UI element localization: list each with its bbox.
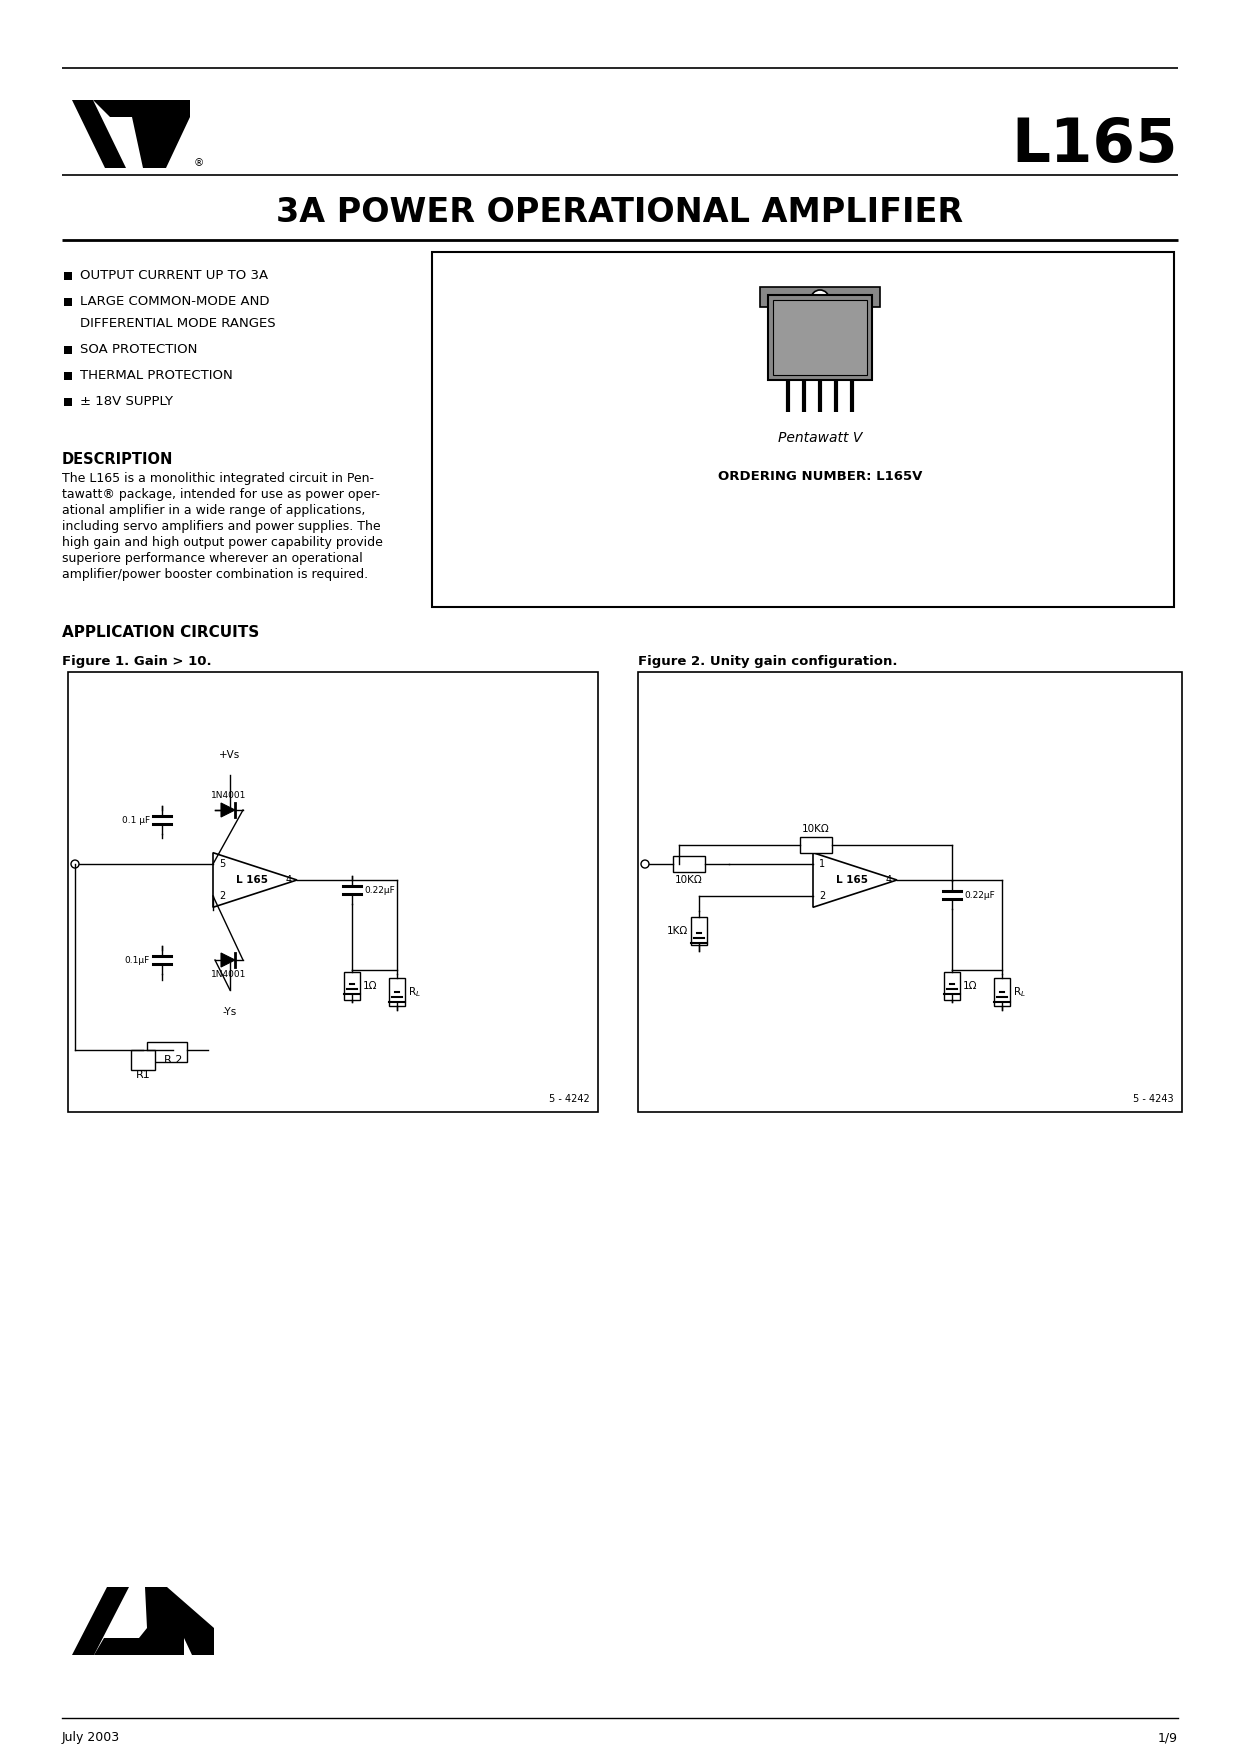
Text: 4: 4 [885, 876, 892, 885]
Text: 1Ω: 1Ω [963, 981, 977, 992]
Text: ational amplifier in a wide range of applications,: ational amplifier in a wide range of app… [62, 504, 366, 518]
Text: 10KΩ: 10KΩ [801, 825, 830, 834]
Text: APPLICATION CIRCUITS: APPLICATION CIRCUITS [62, 625, 259, 641]
Text: 3A POWER OPERATIONAL AMPLIFIER: 3A POWER OPERATIONAL AMPLIFIER [277, 195, 963, 228]
Bar [64, 398, 72, 405]
Bar [691, 916, 707, 944]
Text: OUTPUT CURRENT UP TO 3A: OUTPUT CURRENT UP TO 3A [81, 269, 268, 281]
Text: July 2003: July 2003 [62, 1732, 120, 1744]
Text: 1N4001: 1N4001 [211, 792, 247, 800]
Text: 1N4001: 1N4001 [211, 971, 247, 979]
Bar [64, 372, 72, 381]
Bar [760, 288, 880, 307]
Text: 10KΩ: 10KΩ [675, 876, 703, 885]
Bar [343, 972, 360, 1000]
Text: 4: 4 [286, 876, 291, 885]
Text: Pentawatt V: Pentawatt V [777, 432, 862, 446]
Text: 1Ω: 1Ω [363, 981, 377, 992]
Bar [69, 93, 300, 174]
Text: 2: 2 [219, 892, 226, 900]
Text: 2: 2 [818, 892, 826, 900]
Polygon shape [213, 853, 298, 907]
Polygon shape [813, 853, 897, 907]
Bar [148, 1042, 187, 1062]
Text: ± 18V SUPPLY: ± 18V SUPPLY [81, 395, 174, 407]
Bar [131, 1049, 155, 1071]
Text: tawatt® package, intended for use as power oper-: tawatt® package, intended for use as pow… [62, 488, 379, 500]
Text: 1/9: 1/9 [1158, 1732, 1178, 1744]
Circle shape [641, 860, 649, 869]
Circle shape [811, 290, 830, 307]
Bar [944, 972, 960, 1000]
Text: 5 - 4243: 5 - 4243 [1133, 1093, 1174, 1104]
Bar [639, 672, 1182, 1113]
Text: L165: L165 [1012, 116, 1178, 174]
Text: Figure 2. Unity gain configuration.: Figure 2. Unity gain configuration. [639, 655, 898, 669]
Polygon shape [221, 953, 236, 967]
Text: superiore performance wherever an operational: superiore performance wherever an operat… [62, 553, 363, 565]
Bar [64, 272, 72, 281]
Text: THERMAL PROTECTION: THERMAL PROTECTION [81, 369, 233, 381]
Text: R$_L$: R$_L$ [408, 985, 420, 999]
Text: 0.22µF: 0.22µF [963, 890, 994, 900]
Text: DESCRIPTION: DESCRIPTION [62, 453, 174, 467]
Text: L 165: L 165 [236, 876, 268, 885]
Text: 0.22µF: 0.22µF [365, 886, 394, 895]
Text: including servo amplifiers and power supplies. The: including servo amplifiers and power sup… [62, 519, 381, 534]
Text: amplifier/power booster combination is required.: amplifier/power booster combination is r… [62, 569, 368, 581]
Bar [68, 672, 598, 1113]
Bar [800, 837, 832, 853]
Polygon shape [72, 1587, 129, 1655]
Polygon shape [93, 100, 190, 118]
Text: The L165 is a monolithic integrated circuit in Pen-: The L165 is a monolithic integrated circ… [62, 472, 374, 484]
Bar [994, 978, 1011, 1006]
Text: LARGE COMMON-MODE AND: LARGE COMMON-MODE AND [81, 295, 269, 307]
Text: ®: ® [193, 158, 205, 168]
Text: 0.1µF: 0.1µF [125, 955, 150, 965]
Bar [768, 295, 872, 381]
Text: R 2: R 2 [164, 1055, 182, 1065]
Text: DIFFERENTIAL MODE RANGES: DIFFERENTIAL MODE RANGES [81, 316, 275, 330]
Text: 5: 5 [219, 858, 226, 869]
Bar [673, 856, 706, 872]
Polygon shape [139, 1629, 215, 1655]
Text: Figure 1. Gain > 10.: Figure 1. Gain > 10. [62, 655, 212, 669]
Bar [64, 346, 72, 355]
Polygon shape [221, 804, 236, 818]
Text: -Ys: -Ys [223, 1007, 237, 1016]
Text: 0.1 µF: 0.1 µF [122, 816, 150, 825]
Text: ORDERING NUMBER: L165V: ORDERING NUMBER: L165V [718, 470, 923, 483]
Text: R$_L$: R$_L$ [1013, 985, 1025, 999]
Polygon shape [94, 1637, 184, 1655]
Bar [64, 298, 72, 305]
Text: SOA PROTECTION: SOA PROTECTION [81, 342, 197, 356]
Text: high gain and high output power capability provide: high gain and high output power capabili… [62, 535, 383, 549]
Text: 1: 1 [818, 858, 825, 869]
Text: 1KΩ: 1KΩ [667, 927, 688, 935]
Text: R1: R1 [135, 1071, 150, 1079]
Polygon shape [131, 118, 190, 168]
Text: +Vs: +Vs [219, 749, 241, 760]
Circle shape [71, 860, 79, 869]
Polygon shape [145, 1587, 215, 1629]
Text: L 165: L 165 [836, 876, 868, 885]
Text: 5 - 4242: 5 - 4242 [549, 1093, 590, 1104]
Bar [432, 253, 1174, 607]
Bar [389, 978, 405, 1006]
Polygon shape [72, 100, 126, 168]
Bar [773, 300, 867, 376]
